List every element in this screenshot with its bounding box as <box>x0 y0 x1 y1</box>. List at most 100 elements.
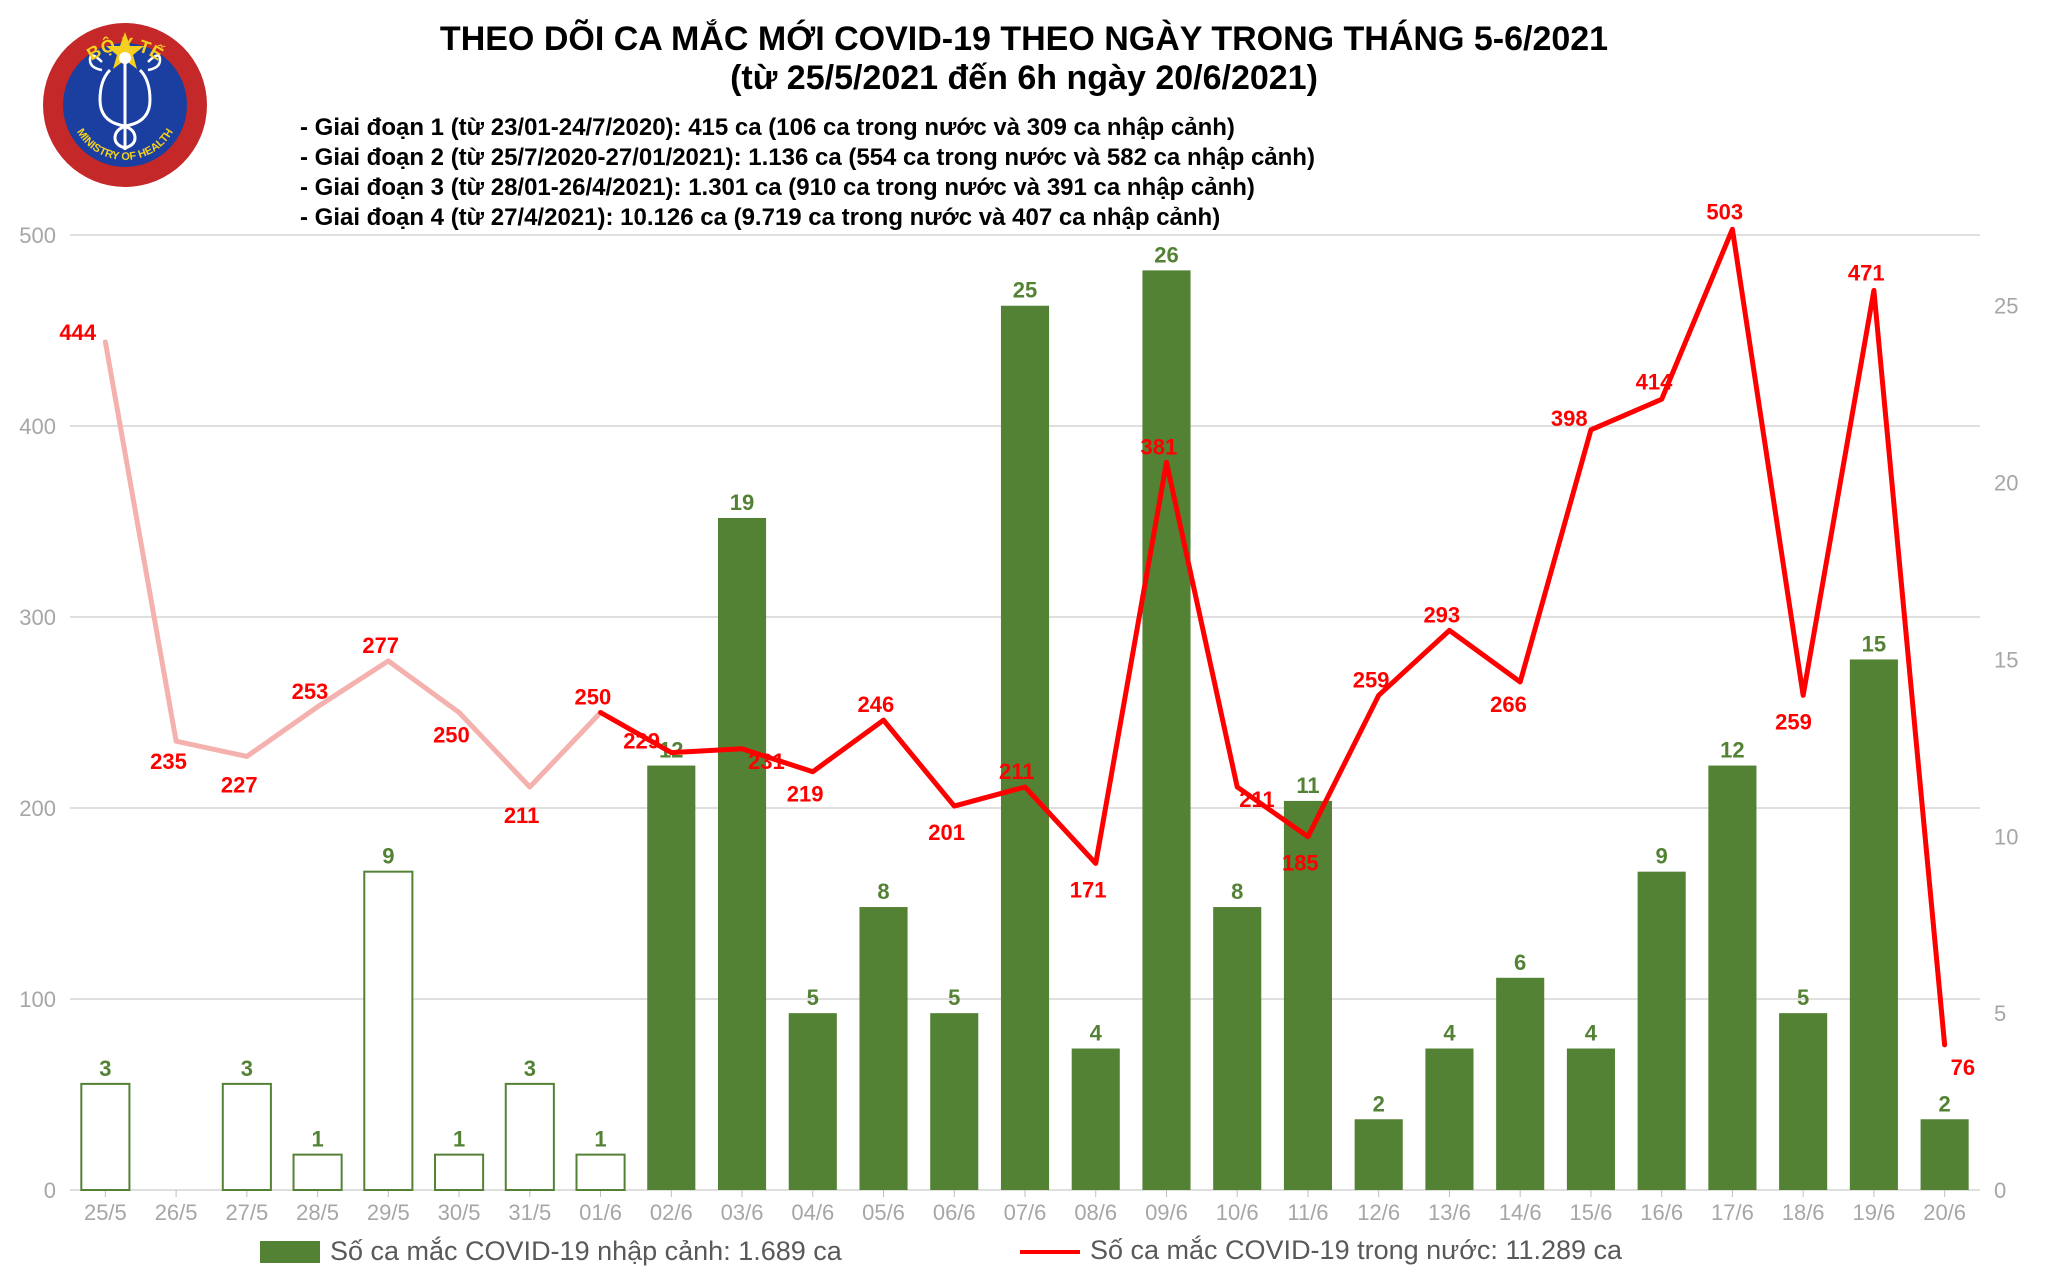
bar-label: 5 <box>1797 985 1809 1010</box>
x-tick-label: 16/6 <box>1640 1200 1683 1225</box>
x-tick-label: 09/6 <box>1145 1200 1188 1225</box>
bar-label: 8 <box>1231 879 1243 904</box>
line-label: 266 <box>1490 692 1527 717</box>
bar <box>789 1013 837 1190</box>
bar <box>1850 659 1898 1190</box>
line-label: 211 <box>999 759 1035 784</box>
x-tick-label: 26/5 <box>155 1200 198 1225</box>
y-left-tick: 0 <box>44 1178 56 1203</box>
bar-label: 4 <box>1090 1021 1103 1046</box>
x-tick-label: 19/6 <box>1852 1200 1895 1225</box>
bar <box>1496 978 1544 1190</box>
x-tick-label: 08/6 <box>1074 1200 1117 1225</box>
bar-label: 4 <box>1585 1021 1598 1046</box>
bar-label: 1 <box>311 1127 323 1152</box>
line-label: 227 <box>221 772 258 797</box>
bar-label: 5 <box>948 985 960 1010</box>
x-tick-label: 12/6 <box>1357 1200 1400 1225</box>
line-label: 444 <box>59 320 96 345</box>
legend-bar-swatch <box>260 1241 320 1263</box>
y-left-tick: 500 <box>19 223 56 248</box>
bar <box>1142 270 1190 1190</box>
x-tick-label: 27/5 <box>225 1200 268 1225</box>
x-tick-label: 07/6 <box>1004 1200 1047 1225</box>
y-left-tick: 200 <box>19 796 56 821</box>
line-label: 219 <box>787 782 824 807</box>
x-tick-label: 04/6 <box>791 1200 834 1225</box>
x-tick-label: 03/6 <box>721 1200 764 1225</box>
y-right-tick: 20 <box>1994 471 2018 496</box>
bar <box>506 1084 554 1190</box>
bar <box>435 1155 483 1190</box>
bar-label: 6 <box>1514 950 1526 975</box>
line-label: 259 <box>1775 709 1812 734</box>
x-tick-label: 18/6 <box>1782 1200 1825 1225</box>
bar <box>1638 872 1686 1190</box>
x-tick-label: 25/5 <box>84 1200 127 1225</box>
bar <box>1779 1013 1827 1190</box>
bar-label: 8 <box>877 879 889 904</box>
legend-line-text: Số ca mắc COVID-19 trong nước: 11.289 ca <box>1090 1235 1622 1266</box>
line-label: 293 <box>1423 602 1460 627</box>
bar <box>1921 1119 1969 1190</box>
x-tick-label: 06/6 <box>933 1200 976 1225</box>
x-tick-label: 17/6 <box>1711 1200 1754 1225</box>
line-label: 503 <box>1706 199 1743 224</box>
x-tick-label: 01/6 <box>579 1200 622 1225</box>
x-tick-label: 05/6 <box>862 1200 905 1225</box>
line-label: 277 <box>362 633 399 658</box>
x-tick-label: 20/6 <box>1923 1200 1966 1225</box>
legend-bar: Số ca mắc COVID-19 nhập cảnh: 1.689 ca <box>260 1236 842 1267</box>
bar-label: 19 <box>730 490 754 515</box>
y-left-tick: 100 <box>19 987 56 1012</box>
y-right-tick: 0 <box>1994 1178 2006 1203</box>
bar-label: 25 <box>1013 278 1037 303</box>
line-label: 253 <box>292 679 329 704</box>
line-label: 229 <box>623 729 660 754</box>
x-tick-label: 28/5 <box>296 1200 339 1225</box>
legend-bar-text: Số ca mắc COVID-19 nhập cảnh: 1.689 ca <box>330 1236 842 1267</box>
line-label: 171 <box>1070 877 1107 902</box>
line-label: 250 <box>575 685 612 710</box>
bar-label: 9 <box>382 844 394 869</box>
bar <box>718 518 766 1190</box>
bar <box>1567 1049 1615 1190</box>
line-label: 231 <box>748 749 785 774</box>
bar <box>364 872 412 1190</box>
y-left-tick: 300 <box>19 605 56 630</box>
bar-label: 26 <box>1154 242 1178 267</box>
x-tick-label: 13/6 <box>1428 1200 1471 1225</box>
y-right-tick: 15 <box>1994 647 2018 672</box>
plot-area: 0100200300400500051015202525/526/527/528… <box>0 0 2048 1286</box>
legend-line-swatch <box>1020 1250 1080 1254</box>
bar-label: 2 <box>1939 1091 1951 1116</box>
line-label: 235 <box>150 749 187 774</box>
line-label: 414 <box>1636 369 1673 394</box>
line-label: 76 <box>1951 1055 1975 1080</box>
bar <box>294 1155 342 1190</box>
line-label: 381 <box>1140 434 1177 459</box>
x-tick-label: 11/6 <box>1287 1200 1328 1225</box>
y-right-tick: 10 <box>1994 824 2018 849</box>
bar <box>647 766 695 1190</box>
x-tick-label: 31/5 <box>508 1200 551 1225</box>
line-label: 398 <box>1551 406 1588 431</box>
chart-container: BỘ Y TẾ MINISTRY OF HEALTH THEO DÕI CA M… <box>0 0 2048 1286</box>
y-right-tick: 5 <box>1994 1001 2006 1026</box>
bar-label: 3 <box>524 1056 536 1081</box>
bar <box>223 1084 271 1190</box>
bar <box>1072 1049 1120 1190</box>
bar-label: 3 <box>99 1056 111 1081</box>
bar <box>577 1155 625 1190</box>
bar-label: 3 <box>241 1056 253 1081</box>
line-label: 211 <box>504 803 540 828</box>
bar <box>1355 1119 1403 1190</box>
bar <box>81 1084 129 1190</box>
bar-label: 5 <box>807 985 819 1010</box>
bar-label: 15 <box>1862 631 1886 656</box>
line-label: 211 <box>1239 787 1275 812</box>
bar-label: 2 <box>1373 1091 1385 1116</box>
bar <box>1213 907 1261 1190</box>
bar-label: 12 <box>1720 738 1744 763</box>
x-tick-label: 29/5 <box>367 1200 410 1225</box>
